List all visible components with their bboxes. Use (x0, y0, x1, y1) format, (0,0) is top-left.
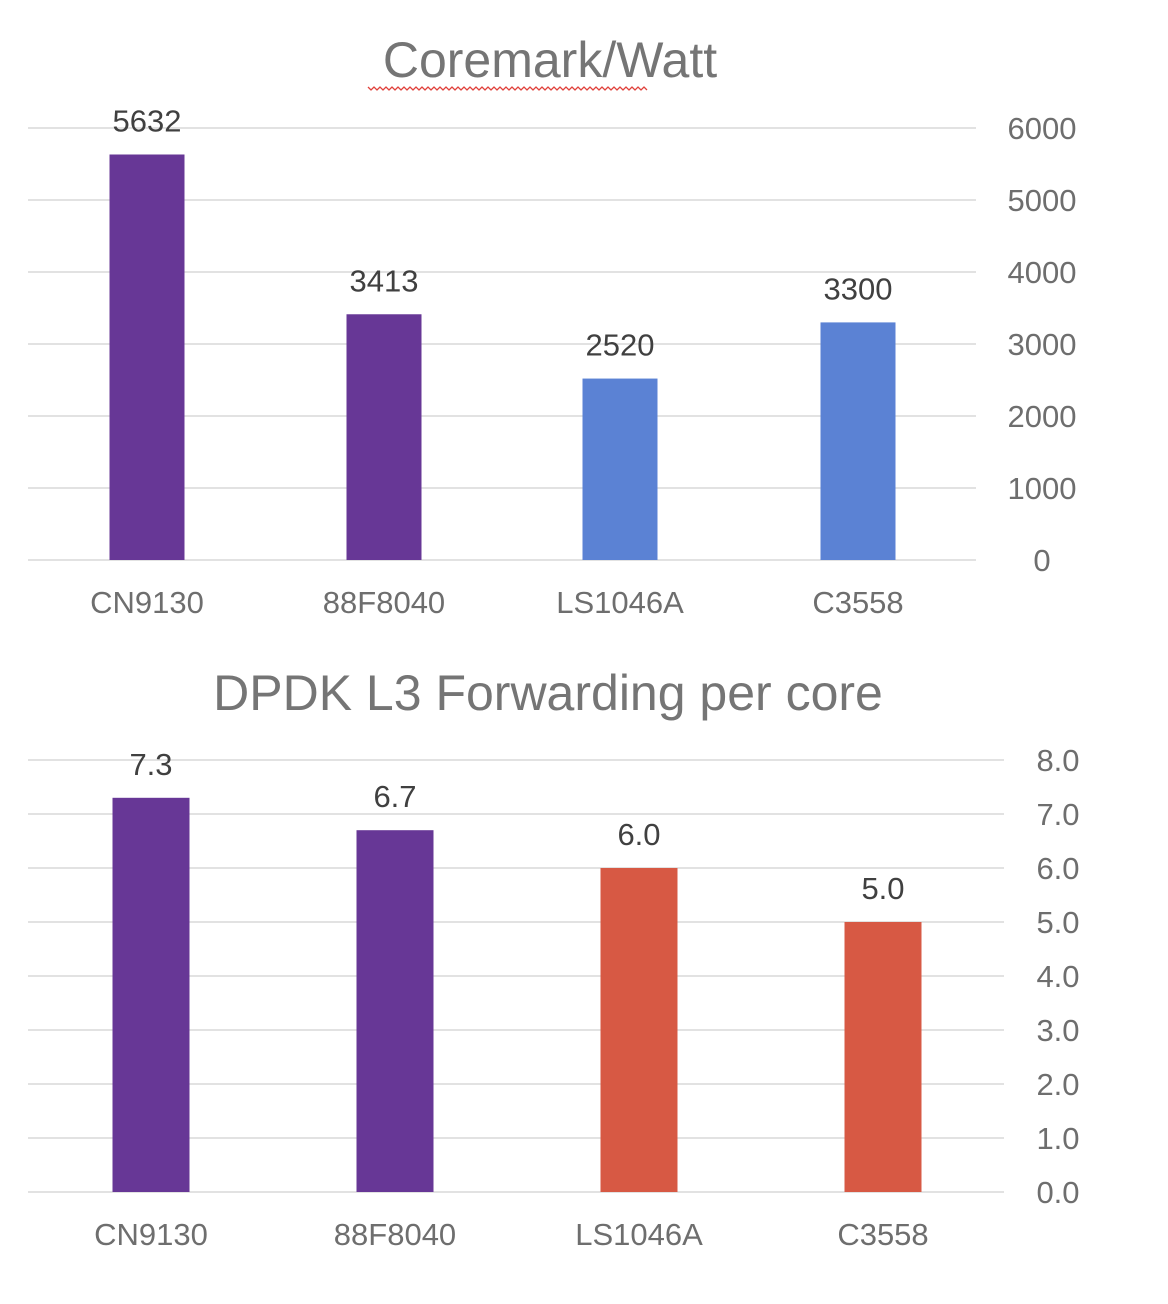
y-tick-label: 6.0 (1036, 851, 1079, 886)
y-tick-label: 1.0 (1036, 1121, 1079, 1156)
x-category-label: 88F8040 (323, 585, 445, 620)
bar-88f8040 (346, 314, 422, 560)
y-tick-label: 8.0 (1036, 743, 1079, 778)
chart-title: DPDK L3 Forwarding per core (213, 665, 883, 721)
chart-title: Coremark/Watt (383, 32, 717, 88)
x-category-label: LS1046A (556, 585, 684, 620)
y-tick-label: 5.0 (1036, 905, 1079, 940)
bar-cn9130 (112, 797, 190, 1192)
x-category-label: CN9130 (94, 1217, 208, 1252)
y-tick-label: 2.0 (1036, 1067, 1079, 1102)
coremark-per-watt-chart: Coremark/Watt 0 1000 2000 3000 4000 5000 6000 5… (28, 32, 1076, 620)
data-label: 6.0 (617, 817, 660, 852)
data-label: 3300 (824, 271, 893, 306)
x-category-label: C3558 (837, 1217, 928, 1252)
y-tick-label: 0 (1033, 543, 1050, 578)
x-category-label: LS1046A (575, 1217, 703, 1252)
y-tick-label: 2000 (1008, 399, 1077, 434)
bar-ls1046a (582, 378, 658, 560)
y-tick-label: 3.0 (1036, 1013, 1079, 1048)
x-category-label: CN9130 (90, 585, 204, 620)
y-tick-label: 4000 (1008, 255, 1077, 290)
data-label: 5.0 (861, 871, 904, 906)
dpdk-l3-forwarding-chart: DPDK L3 Forwarding per core 0.0 1.0 2.0 3.0… (28, 665, 1080, 1252)
data-label: 2520 (586, 328, 655, 363)
bar-88f8040 (356, 830, 434, 1192)
data-label: 5632 (113, 103, 182, 138)
bar-c3558 (820, 322, 896, 560)
x-category-label: C3558 (812, 585, 903, 620)
bar-cn9130 (109, 154, 185, 560)
y-tick-label: 5000 (1008, 183, 1077, 218)
spellcheck-underline (367, 86, 648, 91)
y-tick-label: 7.0 (1036, 797, 1079, 832)
data-label: 3413 (350, 263, 419, 298)
y-tick-label: 1000 (1008, 471, 1077, 506)
bar-c3558 (844, 922, 922, 1192)
data-label: 7.3 (129, 747, 172, 782)
y-tick-label: 6000 (1008, 111, 1077, 146)
y-tick-label: 0.0 (1036, 1175, 1079, 1210)
y-tick-label: 3000 (1008, 327, 1077, 362)
bar-ls1046a (600, 868, 678, 1192)
data-label: 6.7 (373, 779, 416, 814)
y-tick-label: 4.0 (1036, 959, 1079, 994)
x-category-label: 88F8040 (334, 1217, 456, 1252)
